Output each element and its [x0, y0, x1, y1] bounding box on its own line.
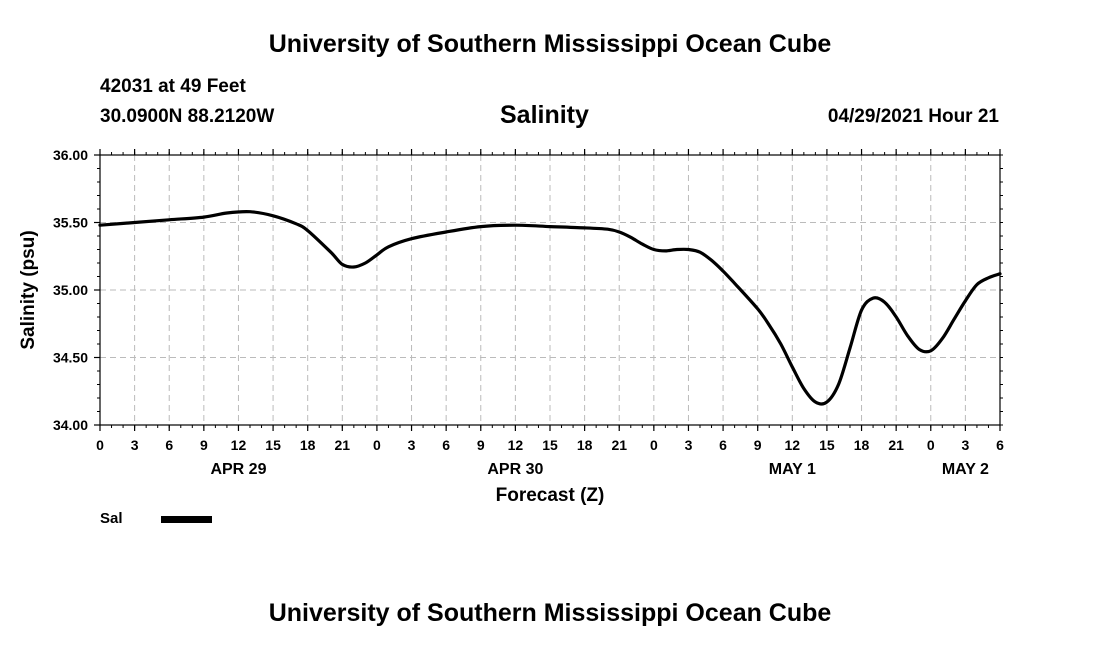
x-tick-label: 12	[785, 437, 801, 453]
y-tick-label: 34.00	[53, 417, 88, 433]
x-tick-label: 18	[854, 437, 870, 453]
x-tick-label: 9	[200, 437, 208, 453]
x-tick-label: 6	[165, 437, 173, 453]
series-line-sal	[98, 210, 1002, 406]
date-label: APR 29	[210, 461, 266, 478]
forecast-datetime: 04/29/2021 Hour 21	[827, 106, 999, 127]
x-tick-label: 3	[685, 437, 693, 453]
y-axis-label: Salinity (psu)	[18, 230, 39, 349]
x-tick-label: 15	[542, 437, 558, 453]
x-tick-label: 21	[335, 437, 351, 453]
x-tick-label: 0	[927, 437, 935, 453]
x-tick-label: 21	[611, 437, 627, 453]
x-tick-label: 0	[373, 437, 381, 453]
x-tick-label: 12	[508, 437, 524, 453]
variable-title: Salinity	[500, 101, 589, 129]
chart-title-bottom: University of Southern Mississippi Ocean…	[268, 599, 832, 627]
x-tick-label: 6	[996, 437, 1004, 453]
x-axis: 0 3 6 9 12 15 18 21 0 3 6 9 12 15 18 21 0 3 6 9 12 15 18 21 0 3 6	[96, 149, 1004, 453]
date-label: MAY 1	[769, 461, 816, 478]
x-tick-label: 3	[961, 437, 969, 453]
date-label: MAY 2	[942, 461, 989, 478]
station-label: 42031 at 49 Feet	[100, 76, 246, 97]
x-tick-label: 18	[300, 437, 316, 453]
legend-swatch	[161, 516, 212, 523]
x-tick-label: 18	[577, 437, 593, 453]
x-axis-label: Forecast (Z)	[496, 485, 605, 506]
date-label: APR 30	[487, 461, 543, 478]
x-tick-label: 9	[754, 437, 762, 453]
x-tick-label: 0	[650, 437, 658, 453]
chart-title-top: University of Southern Mississippi Ocean…	[268, 30, 832, 58]
x-tick-label: 12	[231, 437, 247, 453]
x-tick-label: 0	[96, 437, 104, 453]
y-tick-label: 35.50	[53, 215, 88, 231]
x-tick-label: 3	[408, 437, 416, 453]
x-tick-label: 9	[477, 437, 485, 453]
y-tick-label: 34.50	[53, 350, 88, 366]
coordinates-label: 30.0900N 88.2120W	[100, 106, 275, 127]
y-tick-label: 35.00	[53, 282, 88, 298]
y-tick-label: 36.00	[53, 147, 88, 163]
x-tick-label: 6	[719, 437, 727, 453]
x-tick-label: 15	[819, 437, 835, 453]
x-tick-label: 3	[131, 437, 139, 453]
x-tick-label: 15	[265, 437, 281, 453]
y-axis: 34.00 34.50 35.00 35.50 36.00	[53, 147, 1003, 433]
x-tick-label: 21	[888, 437, 904, 453]
x-tick-label: 6	[442, 437, 450, 453]
grid-lines	[100, 155, 1000, 425]
legend-label: Sal	[100, 510, 123, 527]
date-labels: APR 29 APR 30 MAY 1 MAY 2	[210, 461, 989, 478]
